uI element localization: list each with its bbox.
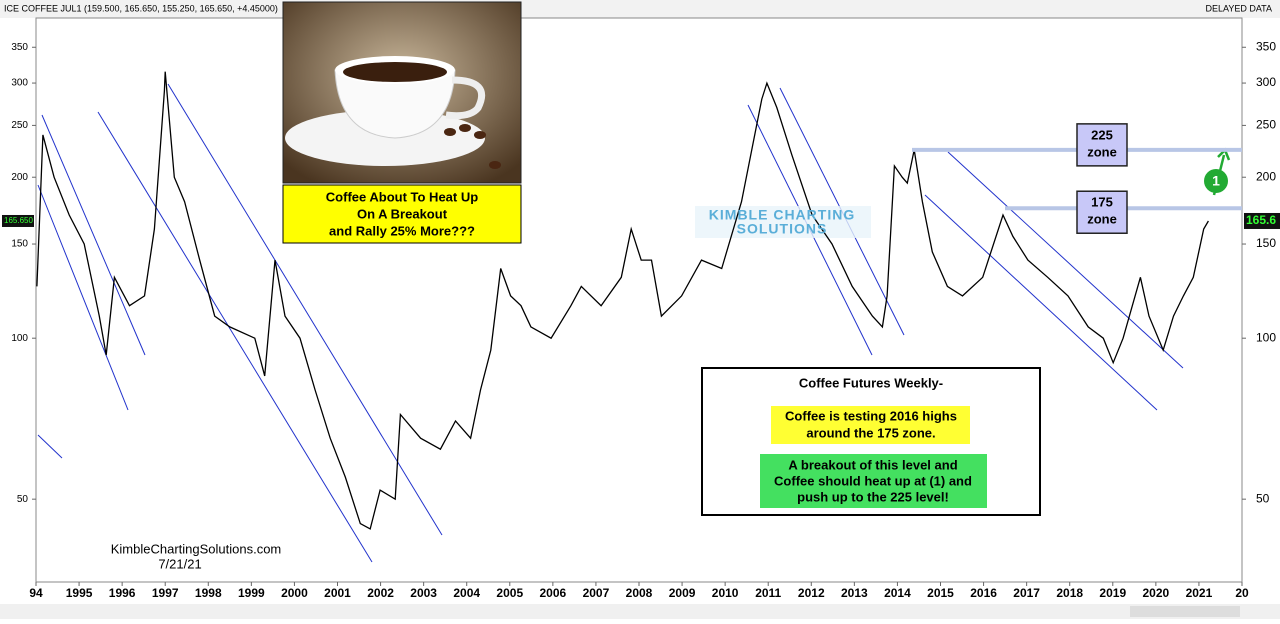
y-tick-label: 300 bbox=[11, 78, 28, 89]
status: DELAYED DATA bbox=[1205, 3, 1272, 13]
trend-lines bbox=[37, 83, 1184, 563]
x-tick-label: 2013 bbox=[841, 586, 868, 600]
x-tick-label: 2015 bbox=[927, 586, 954, 600]
x-tick-label: 2004 bbox=[453, 586, 480, 600]
zone-value: 225 bbox=[1091, 127, 1113, 142]
zone-label: zone bbox=[1087, 144, 1117, 159]
y-tick-label-right: 200 bbox=[1256, 169, 1276, 183]
x-tick-label: 2001 bbox=[324, 586, 351, 600]
note-green: push up to the 225 level! bbox=[797, 489, 949, 504]
x-tick-label: 2010 bbox=[712, 586, 739, 600]
y-tick-label-right: 100 bbox=[1256, 330, 1276, 344]
note-green-bg bbox=[760, 454, 987, 508]
x-tick-label: 2006 bbox=[540, 586, 567, 600]
x-tick-label: 2019 bbox=[1099, 586, 1126, 600]
x-tick-label: 2012 bbox=[798, 586, 825, 600]
x-tick-label: 2016 bbox=[970, 586, 997, 600]
marker-circle bbox=[1204, 169, 1228, 193]
watermark: KIMBLE CHARTING bbox=[709, 207, 855, 223]
note-yellow: around the 175 zone. bbox=[806, 425, 935, 440]
y-tick-label-right: 150 bbox=[1256, 236, 1276, 250]
coffee-image bbox=[282, 1, 522, 184]
x-tick-label: 94 bbox=[29, 586, 43, 600]
note-green: Coffee should heat up at (1) and bbox=[774, 473, 972, 488]
x-tick-label: 2020 bbox=[1143, 586, 1170, 600]
y-tick-label: 200 bbox=[11, 172, 28, 183]
y-tick-label: 350 bbox=[11, 42, 28, 53]
headline: Coffee About To Heat Up bbox=[326, 189, 478, 204]
zone-value: 175 bbox=[1091, 195, 1113, 210]
y-tick-label: 100 bbox=[11, 333, 28, 344]
headline-box bbox=[282, 184, 522, 244]
x-tick-label: 2021 bbox=[1186, 586, 1213, 600]
x-tick-label: 1995 bbox=[66, 586, 93, 600]
note-title: Coffee Futures Weekly- bbox=[799, 375, 943, 390]
y-tick-label: 150 bbox=[11, 239, 28, 250]
credit-date: 7/21/21 bbox=[158, 556, 201, 571]
note-yellow-bg bbox=[771, 406, 970, 444]
zone-label: zone bbox=[1087, 212, 1117, 227]
symbol: ICE COFFEE JUL1 (159.500, 165.650, 155.2… bbox=[4, 3, 278, 13]
x-tick-label: 2009 bbox=[669, 586, 696, 600]
note-yellow: Coffee is testing 2016 highs bbox=[785, 408, 957, 423]
x-tick-label: 1999 bbox=[238, 586, 265, 600]
marker-label: 1 bbox=[1212, 173, 1220, 189]
x-tick-label: 2008 bbox=[626, 586, 653, 600]
plot-frame bbox=[35, 17, 1243, 583]
scrollbar[interactable] bbox=[0, 604, 1280, 619]
y-tick-label-right: 250 bbox=[1256, 118, 1276, 132]
scroll-controls[interactable] bbox=[1130, 606, 1240, 617]
last-price-right: 165.6 bbox=[1246, 213, 1276, 227]
x-tick-label: 2011 bbox=[755, 586, 781, 600]
x-tick-label: 20 bbox=[1235, 586, 1249, 600]
y-tick-label-right: 50 bbox=[1256, 491, 1270, 505]
y-tick-label-right: 350 bbox=[1256, 39, 1276, 53]
x-tick-label: 1998 bbox=[195, 586, 222, 600]
price-line bbox=[36, 71, 1209, 530]
x-tick-label: 2007 bbox=[583, 586, 610, 600]
note-green: A breakout of this level and bbox=[788, 457, 957, 472]
watermark-bg bbox=[695, 206, 871, 238]
x-tick-label: 2017 bbox=[1013, 586, 1040, 600]
x-tick-label: 2002 bbox=[367, 586, 394, 600]
x-tick-label: 1996 bbox=[109, 586, 136, 600]
credit: KimbleChartingSolutions.com bbox=[111, 541, 282, 556]
x-tick-label: 2000 bbox=[281, 586, 308, 600]
zone-box bbox=[1076, 190, 1128, 234]
y-tick-label-right: 300 bbox=[1256, 75, 1276, 89]
last-price-box-left bbox=[2, 214, 34, 227]
y-tick-label: 50 bbox=[17, 494, 29, 505]
last-price-left: 165.650 bbox=[4, 216, 33, 225]
headline: On A Breakout bbox=[357, 206, 448, 221]
headline: and Rally 25% More??? bbox=[329, 223, 475, 238]
x-tick-label: 1997 bbox=[152, 586, 179, 600]
zone-box bbox=[1076, 123, 1128, 167]
y-tick-label: 250 bbox=[11, 120, 28, 131]
last-price-box-right bbox=[1244, 212, 1280, 229]
x-tick-label: 2014 bbox=[884, 586, 911, 600]
x-tick-label: 2018 bbox=[1056, 586, 1083, 600]
x-tick-label: 2003 bbox=[410, 586, 437, 600]
x-tick-label: 2005 bbox=[496, 586, 523, 600]
watermark: SOLUTIONS bbox=[737, 221, 828, 237]
